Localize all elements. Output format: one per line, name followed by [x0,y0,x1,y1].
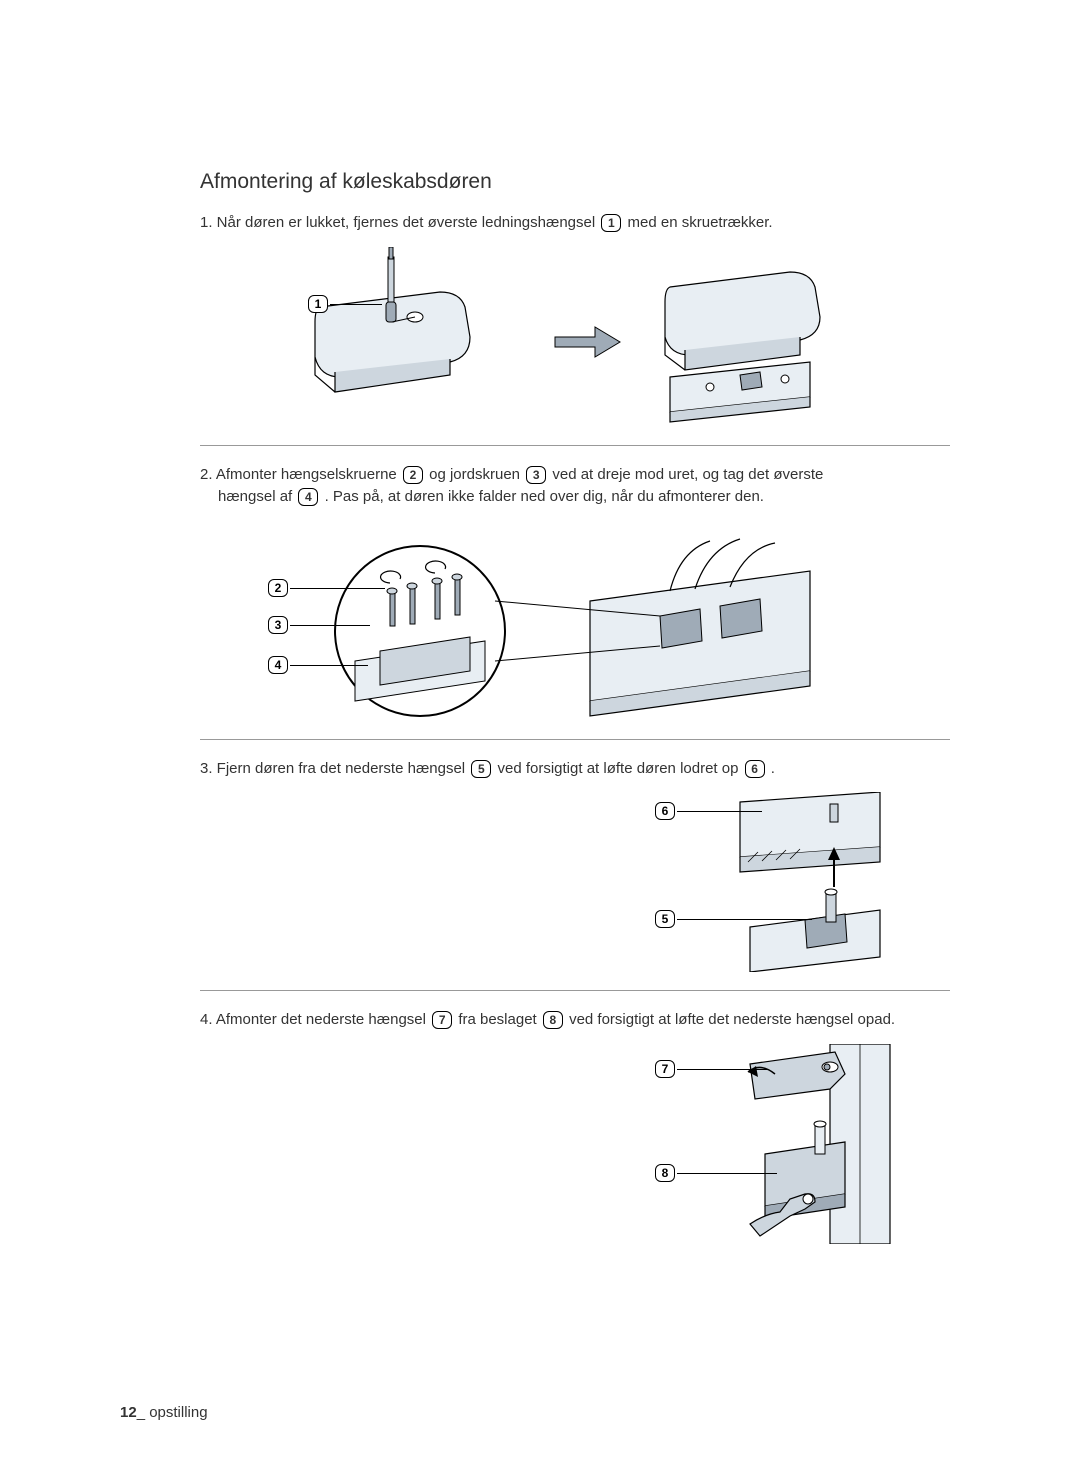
callout-fig2-3: 3 [268,616,288,634]
figure-2: 2 3 4 [200,521,950,721]
callout-line [677,919,812,920]
callout-fig2-4: 4 [268,656,288,674]
step-2-p3: ved at dreje mod uret, og tag det øverst… [552,466,823,483]
badge-2-inline: 2 [403,466,423,484]
step-1-text: 1. Når døren er lukket, fjernes det øver… [200,212,950,235]
step-2-p1: 2. Afmonter hængselskruerne [200,466,401,483]
badge-6-inline: 6 [745,760,765,778]
divider-1 [200,445,950,446]
callout-fig4-7: 7 [655,1060,675,1078]
page-footer: 12_ opstilling [120,1404,208,1421]
callout-line [677,1069,767,1070]
callout-line [677,811,762,812]
callout-fig1-1: 1 [308,295,328,313]
callout-line [677,1173,777,1174]
step-3-p1: 3. Fjern døren fra det nederste hængsel [200,760,469,777]
callout-fig3-5: 5 [655,910,675,928]
page-number: 12 [120,1404,137,1421]
callout-line [290,665,368,666]
step-4-p3: ved forsigtigt at løfte det nederste hæn… [569,1011,895,1028]
figure-3: 6 5 [200,792,950,972]
badge-1-inline: 1 [601,214,621,232]
step-1-suffix: med en skruetrækker. [628,214,773,231]
divider-3 [200,990,950,991]
footer-label: _ opstilling [137,1404,208,1421]
callout-line [290,625,370,626]
figure-4: 7 8 [200,1044,950,1244]
divider-2 [200,739,950,740]
section-title: Afmontering af køleskabsdøren [200,170,950,194]
callout-fig3-6: 6 [655,802,675,820]
step-1-prefix: 1. Når døren er lukket, fjernes det øver… [200,214,599,231]
step-2-line2a: hængsel af [218,488,296,505]
badge-8-inline: 8 [543,1011,563,1029]
badge-4-inline: 4 [298,488,318,506]
step-4-p1: 4. Afmonter det nederste hængsel [200,1011,430,1028]
callout-line [290,588,385,589]
callout-fig4-8: 8 [655,1164,675,1182]
step-3-text: 3. Fjern døren fra det nederste hængsel … [200,758,950,781]
callout-line [330,304,382,305]
badge-5-inline: 5 [471,760,491,778]
step-3-p2: ved forsigtigt at løfte døren lodret op [497,760,742,777]
badge-7-inline: 7 [432,1011,452,1029]
step-4-text: 4. Afmonter det nederste hængsel 7 fra b… [200,1009,950,1032]
step-3-p3: . [771,760,775,777]
badge-3-inline: 3 [526,466,546,484]
step-2-p2: og jordskruen [429,466,524,483]
step-2-line2b: . Pas på, at døren ikke falder ned over … [325,488,764,505]
callout-fig2-2: 2 [268,579,288,597]
step-4-p2: fra beslaget [458,1011,541,1028]
step-2-text: 2. Afmonter hængselskruerne 2 og jordskr… [200,464,950,509]
figure-1: 1 [200,247,950,427]
